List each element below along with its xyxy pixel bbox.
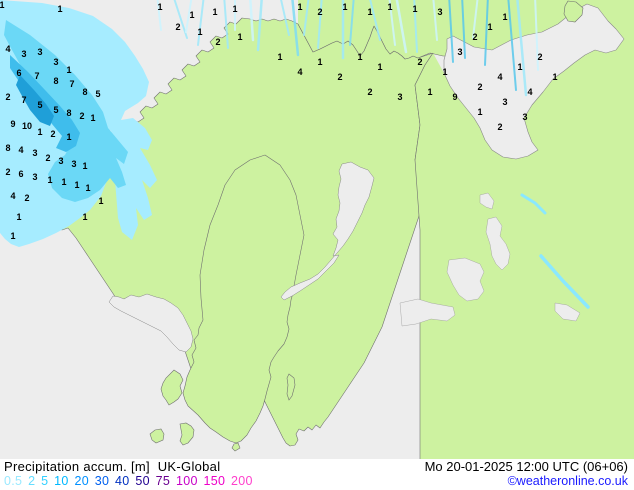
svg-text:3: 3 <box>437 7 442 17</box>
svg-text:2: 2 <box>50 129 55 139</box>
svg-text:1: 1 <box>427 87 432 97</box>
svg-text:1: 1 <box>0 0 5 10</box>
svg-text:8: 8 <box>82 87 87 97</box>
svg-text:3: 3 <box>21 49 26 59</box>
svg-text:2: 2 <box>5 167 10 177</box>
svg-text:1: 1 <box>212 7 217 17</box>
svg-text:3: 3 <box>397 92 402 102</box>
svg-text:2: 2 <box>175 22 180 32</box>
svg-text:2: 2 <box>317 7 322 17</box>
svg-text:6: 6 <box>16 68 21 78</box>
svg-text:1: 1 <box>66 132 71 142</box>
svg-text:1: 1 <box>487 22 492 32</box>
svg-text:4: 4 <box>527 87 532 97</box>
svg-text:2: 2 <box>537 52 542 62</box>
svg-text:2: 2 <box>5 92 10 102</box>
svg-text:1: 1 <box>61 177 66 187</box>
svg-text:1: 1 <box>387 2 392 12</box>
svg-text:5: 5 <box>37 100 42 110</box>
svg-text:9: 9 <box>452 92 457 102</box>
svg-text:3: 3 <box>522 112 527 122</box>
svg-text:1: 1 <box>232 4 237 14</box>
svg-text:4: 4 <box>297 67 302 77</box>
svg-text:2: 2 <box>215 37 220 47</box>
svg-text:7: 7 <box>69 79 74 89</box>
svg-text:7: 7 <box>21 95 26 105</box>
svg-text:1: 1 <box>367 7 372 17</box>
svg-text:1: 1 <box>85 183 90 193</box>
svg-text:1: 1 <box>189 10 194 20</box>
svg-text:3: 3 <box>71 159 76 169</box>
svg-text:1: 1 <box>82 161 87 171</box>
svg-text:5: 5 <box>95 89 100 99</box>
svg-text:1: 1 <box>197 27 202 37</box>
svg-text:1: 1 <box>442 67 447 77</box>
svg-text:1: 1 <box>47 175 52 185</box>
svg-text:2: 2 <box>472 32 477 42</box>
svg-text:1: 1 <box>37 127 42 137</box>
svg-text:3: 3 <box>457 47 462 57</box>
svg-text:4: 4 <box>497 72 502 82</box>
svg-text:1: 1 <box>98 196 103 206</box>
svg-text:2: 2 <box>417 57 422 67</box>
svg-text:1: 1 <box>317 57 322 67</box>
svg-text:3: 3 <box>37 47 42 57</box>
svg-text:1: 1 <box>74 180 79 190</box>
svg-text:3: 3 <box>32 148 37 158</box>
svg-text:2: 2 <box>477 82 482 92</box>
svg-text:1: 1 <box>552 72 557 82</box>
svg-text:7: 7 <box>34 71 39 81</box>
svg-text:1: 1 <box>57 4 62 14</box>
svg-text:3: 3 <box>32 172 37 182</box>
svg-text:1: 1 <box>477 107 482 117</box>
svg-text:1: 1 <box>377 62 382 72</box>
svg-text:1: 1 <box>237 32 242 42</box>
svg-text:2: 2 <box>337 72 342 82</box>
svg-text:6: 6 <box>18 169 23 179</box>
svg-text:5: 5 <box>53 105 58 115</box>
svg-text:10: 10 <box>22 121 32 131</box>
svg-text:3: 3 <box>502 97 507 107</box>
svg-text:3: 3 <box>58 156 63 166</box>
svg-text:3: 3 <box>53 57 58 67</box>
svg-text:1: 1 <box>277 52 282 62</box>
svg-text:4: 4 <box>5 44 10 54</box>
svg-text:1: 1 <box>297 2 302 12</box>
svg-text:1: 1 <box>90 113 95 123</box>
svg-text:8: 8 <box>66 108 71 118</box>
svg-text:1: 1 <box>502 12 507 22</box>
svg-text:8: 8 <box>5 143 10 153</box>
svg-text:2: 2 <box>367 87 372 97</box>
svg-text:2: 2 <box>24 193 29 203</box>
svg-text:1: 1 <box>66 65 71 75</box>
svg-text:1: 1 <box>16 212 21 222</box>
svg-text:4: 4 <box>18 145 23 155</box>
svg-text:9: 9 <box>10 119 15 129</box>
svg-text:2: 2 <box>497 122 502 132</box>
svg-text:1: 1 <box>82 212 87 222</box>
svg-text:1: 1 <box>342 2 347 12</box>
svg-text:1: 1 <box>157 2 162 12</box>
svg-text:2: 2 <box>79 111 84 121</box>
svg-text:1: 1 <box>412 4 417 14</box>
svg-text:4: 4 <box>10 191 15 201</box>
svg-text:1: 1 <box>357 52 362 62</box>
svg-text:8: 8 <box>53 76 58 86</box>
svg-text:2: 2 <box>45 153 50 163</box>
svg-text:1: 1 <box>10 231 15 241</box>
svg-text:1: 1 <box>517 62 522 72</box>
